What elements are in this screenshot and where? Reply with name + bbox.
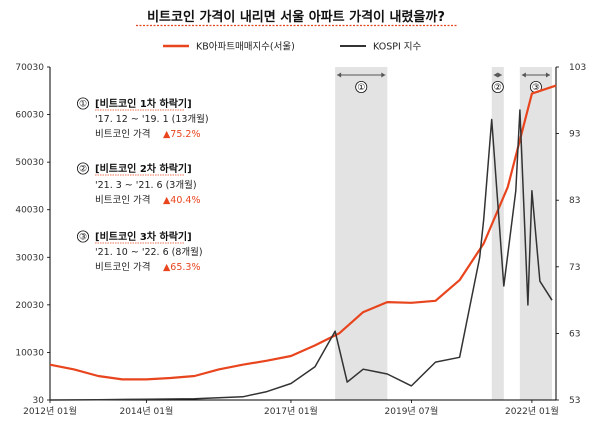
period-arrowhead-right-1 [381,72,386,78]
y-left-tick-label: 50030 [15,158,44,168]
annotation-2-number: ② [79,165,87,175]
period-arrowhead-left-2 [493,72,498,78]
period-arrowhead-left-1 [337,72,342,78]
annotation-2: ② [비트코인 2차 하락기] '21. 3 ~ '21. 6 (3개월) 비트… [77,162,201,206]
annotation-1-price-label: 비트코인 가격 [95,128,150,140]
series-line-kb [49,84,557,381]
annotation-1-heading: [비트코인 1차 하락기] [95,97,192,110]
annotation-1-change: ▲75.2% [163,129,201,140]
y-right-tick-label: 53 [569,396,580,406]
y-left-tick-label: 40030 [15,206,44,216]
annotation-2-price-label: 비트코인 가격 [95,194,150,206]
annotation-3-price-label: 비트코인 가격 [95,261,150,273]
y-left-tick-label: 20030 [15,301,44,311]
y-right-tick-label: 63 [569,329,580,339]
annotation-3-circle [77,230,90,243]
y-left-tick-label: 70030 [15,63,44,73]
annotation-1-period: '17. 12 ~ '19. 1 (13개월) [95,113,209,125]
annotation-3-change: ▲65.3% [163,262,201,273]
x-tick-label: 2014년 01월 [119,405,173,417]
series-lines [49,84,557,401]
series-line-kospi [49,109,553,401]
period-arrowhead-right-2 [497,72,502,78]
period-label-2: ② [494,83,502,93]
x-tick-label: 2019년 07월 [385,405,439,417]
annotation-3-period: '21. 10 ~ '22. 6 (8개월) [95,246,203,258]
annotation-3: ③ [비트코인 3차 하락기] '21. 10 ~ '22. 6 (8개월) 비… [77,230,203,273]
period-label-3: ③ [532,83,540,93]
period-label-circle-1 [355,81,368,94]
annotation-2-circle [77,162,90,175]
y-left-tick-label: 60030 [15,111,44,121]
x-tick-label: 2022년 01월 [505,405,559,417]
annotation-2-heading: [비트코인 2차 하락기] [95,162,192,175]
annotation-1-circle [77,97,90,110]
y-left-tick-label: 30 [33,396,45,406]
annotation-2-change: ▲40.4% [163,195,201,206]
period-label-circle-2 [491,81,504,94]
period-arrowhead-left-3 [521,72,526,78]
chart-title: 비트코인 가격이 내리면 서울 아파트 가격이 내렸을까? [147,9,445,25]
period-arrowhead-right-3 [545,72,550,78]
x-tick-label: 2017년 01월 [264,405,318,417]
annotation-3-number: ③ [79,233,87,243]
shaded-period-1 [335,67,388,400]
y-right-tick-label: 93 [569,130,580,140]
legend: KB아파트매매지수(서울) KOSPI 지수 [163,42,422,53]
annotation-3-heading: [비트코인 3차 하락기] [95,230,192,243]
x-tick-label: 2012년 01월 [23,405,77,417]
y-left-tick-label: 10030 [15,348,44,358]
y-right-tick-label: 73 [569,263,580,273]
y-right-tick-label: 83 [569,196,580,206]
annotation-1-number: ① [79,100,87,110]
y-left-tick-label: 30030 [15,253,44,263]
period-label-1: ① [357,83,365,93]
shaded-period-2 [491,67,504,400]
legend-label-kospi: KOSPI 지수 [373,42,422,53]
axes: 70030 60030 50030 40030 30030 20030 10030 30 103… [15,63,586,417]
annotation-1: ① [비트코인 1차 하락기] '17. 12 ~ '19. 1 (13개월) … [77,97,209,140]
legend-label-kb: KB아파트매매지수(서울) [196,42,295,53]
y-right-tick-label: 103 [569,63,586,73]
annotation-2-period: '21. 3 ~ '21. 6 (3개월) [95,179,197,191]
